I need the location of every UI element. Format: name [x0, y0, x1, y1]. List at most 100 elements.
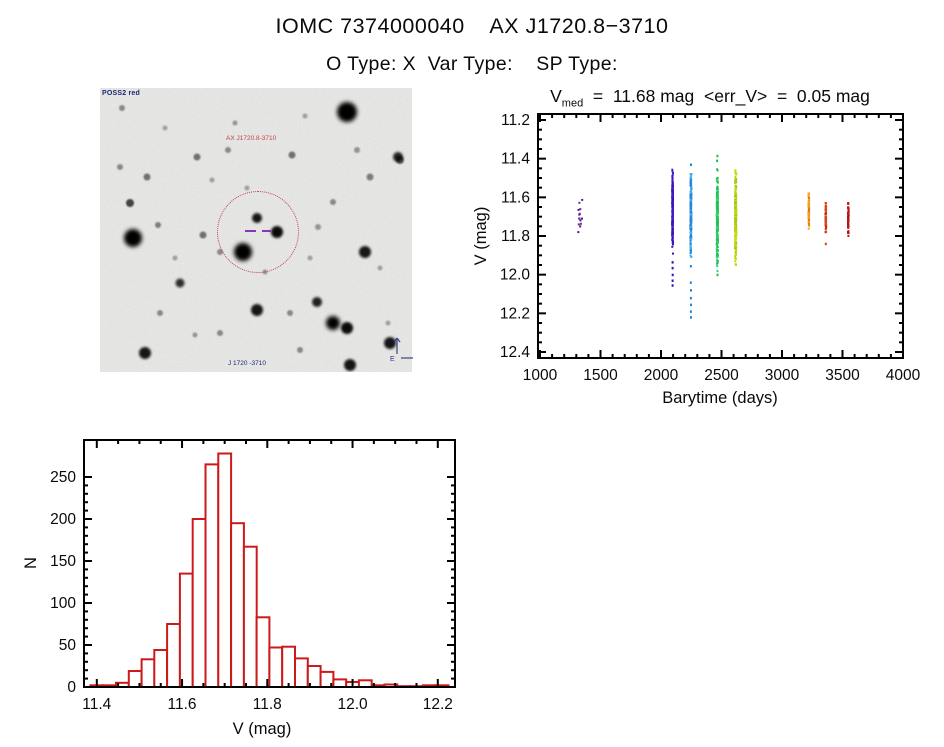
data-point [671, 235, 674, 237]
data-point [735, 217, 738, 220]
data-point [824, 231, 827, 234]
star [337, 102, 357, 122]
data-point [716, 196, 719, 199]
data-point [824, 202, 827, 205]
data-point [847, 217, 850, 220]
data-point [734, 208, 737, 211]
data-point [671, 217, 674, 220]
data-point [689, 251, 692, 254]
star [225, 147, 231, 153]
data-point [671, 284, 674, 287]
data-point [578, 217, 581, 220]
star [354, 147, 360, 153]
star [288, 151, 296, 159]
data-point [671, 230, 674, 233]
data-point [716, 229, 719, 232]
data-point [671, 221, 674, 224]
data-point [716, 254, 718, 257]
data-point [579, 219, 582, 222]
survey-label: POSS2 red [102, 90, 140, 97]
data-point [716, 201, 719, 204]
data-point [715, 250, 718, 253]
data-point [689, 209, 692, 211]
data-point [807, 215, 810, 218]
data-point [671, 195, 674, 198]
x-axis-label: Barytime (days) [662, 389, 778, 407]
data-point-cluster-violet-epoch [577, 198, 584, 234]
data-point [689, 265, 692, 268]
page-subtitle: O Type: X Var Type: SP Type: [326, 53, 618, 75]
data-point [671, 233, 674, 236]
data-point [671, 175, 674, 178]
data-point [689, 177, 692, 180]
x-tick-label: 12.0 [337, 696, 368, 713]
y-tick-label: 100 [50, 595, 76, 612]
star [359, 246, 371, 258]
data-point [847, 232, 850, 235]
y-axis-label: N [22, 557, 40, 569]
star [157, 310, 163, 316]
data-point [716, 273, 719, 277]
star [377, 265, 383, 271]
data-point [734, 220, 737, 223]
data-point [689, 184, 692, 187]
data-point [735, 204, 738, 206]
data-point [690, 202, 693, 205]
histogram-bar [153, 649, 169, 688]
finder-chart-image [100, 88, 412, 372]
data-point [847, 226, 850, 229]
data-point [735, 215, 738, 218]
data-point [735, 173, 738, 176]
x-tick-label: 2500 [704, 367, 739, 384]
data-point [690, 179, 693, 182]
histogram-bar [255, 616, 271, 688]
data-point [716, 208, 719, 211]
data-point [734, 196, 737, 199]
data-point [734, 195, 737, 197]
star [315, 224, 321, 230]
star [172, 255, 178, 261]
data-point [847, 212, 850, 215]
star [175, 278, 185, 288]
axes: 11.4 11.6 11.8 12.0 12.2 0 50 100 150 200 250 V (ma… [22, 439, 456, 738]
data-point [735, 264, 737, 266]
data-point [716, 198, 718, 201]
data-point [734, 252, 737, 255]
data-point [735, 228, 737, 231]
histogram-bar [140, 658, 156, 688]
data-point [671, 184, 674, 187]
star [119, 105, 125, 111]
x-tick-label: 1500 [583, 367, 618, 384]
data-point [735, 178, 738, 181]
data-point [734, 206, 737, 209]
data-point [716, 224, 719, 227]
histogram-bars [89, 452, 450, 689]
data-point [716, 180, 719, 183]
lightcurve-points [577, 154, 850, 319]
x-tick-label: 3500 [825, 367, 860, 384]
data-point [734, 256, 737, 259]
data-point [581, 217, 583, 220]
histogram-bar [230, 522, 245, 689]
data-point [716, 189, 719, 192]
y-tick-label: 200 [50, 511, 76, 528]
histogram-bar [242, 545, 258, 689]
data-point [734, 201, 737, 204]
data-point [689, 195, 692, 198]
data-point [715, 248, 718, 251]
data-point-cluster-red-epoch [847, 202, 850, 237]
data-point [807, 209, 810, 212]
compass-icon: E [390, 337, 413, 362]
data-point [671, 279, 674, 282]
data-point [734, 245, 737, 248]
data-point [690, 196, 693, 199]
axes: 1000 1500 2000 2500 3000 3500 4000 11.2 11.4 11.6… [472, 112, 921, 407]
star [244, 185, 250, 191]
data-point [577, 223, 580, 226]
data-point [734, 239, 737, 242]
data-point [735, 237, 738, 240]
data-point [734, 205, 737, 208]
histogram-bar [166, 623, 181, 688]
histogram-bar [191, 518, 207, 688]
